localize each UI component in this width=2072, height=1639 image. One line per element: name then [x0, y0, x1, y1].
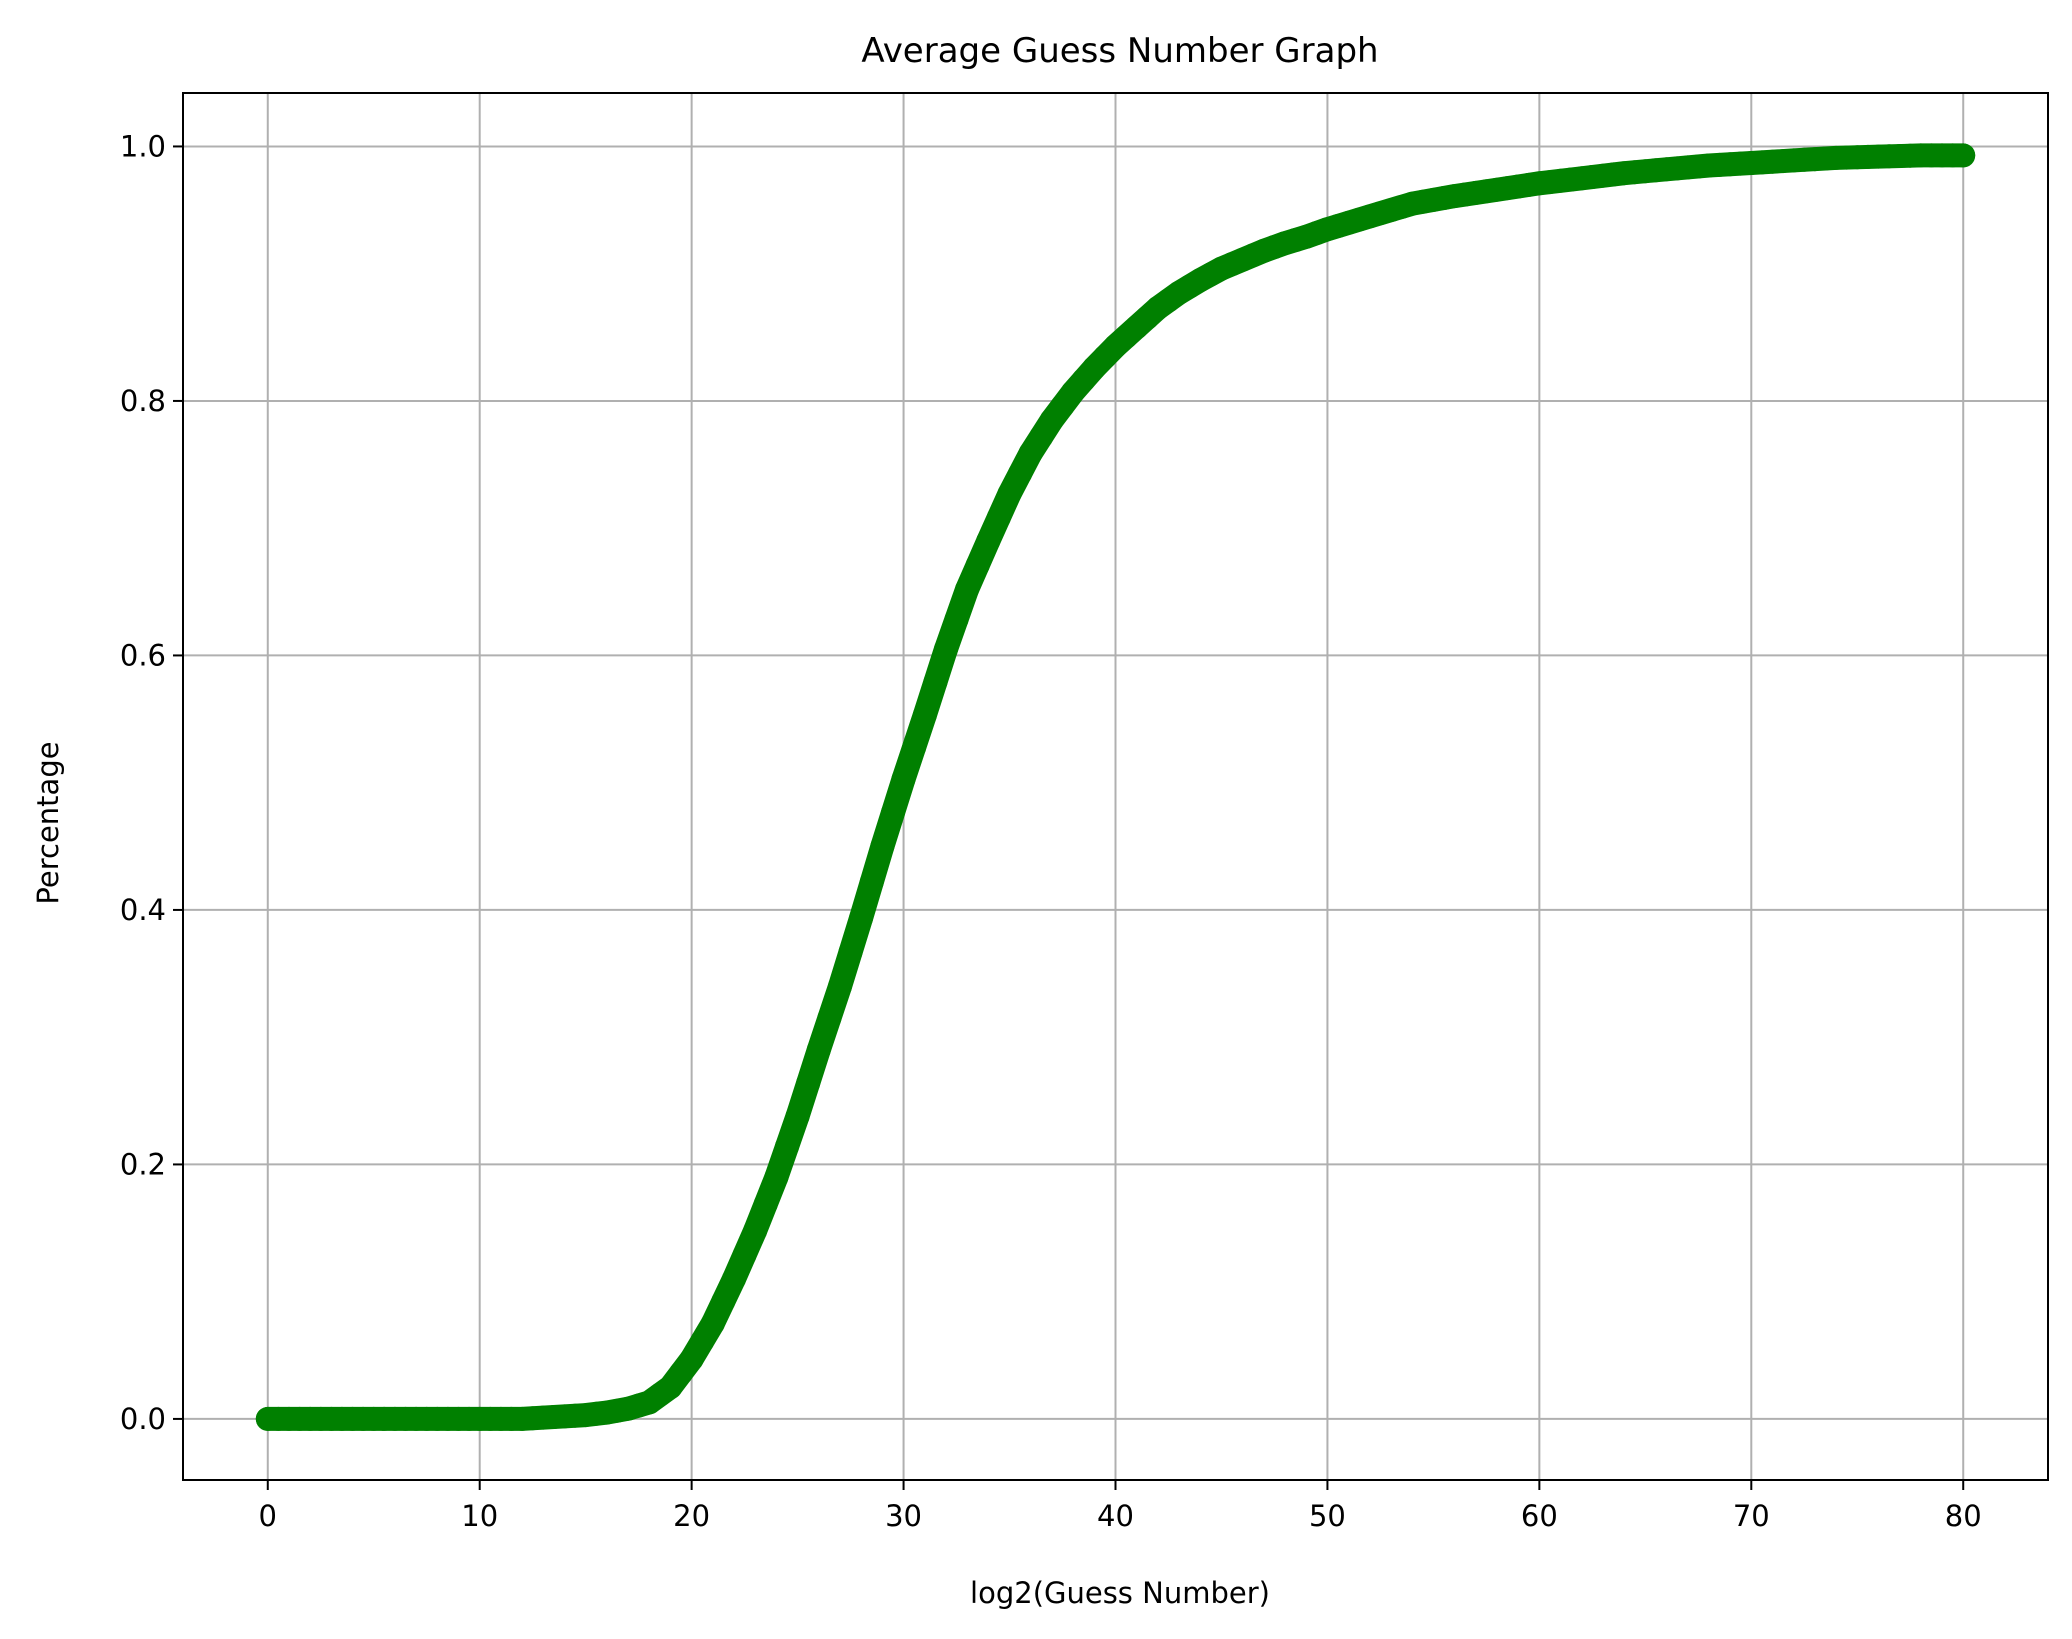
data-point	[912, 703, 937, 728]
data-point	[965, 553, 990, 578]
data-point	[891, 766, 916, 791]
data-point	[775, 1134, 799, 1159]
x-tick-label: 80	[1945, 1499, 1982, 1533]
grid-lines	[183, 93, 2048, 1480]
y-tick-label: 1.0	[120, 129, 166, 163]
data-point	[902, 735, 927, 760]
y-tick-label: 0.8	[120, 384, 166, 418]
x-tick-label: 50	[1309, 1499, 1346, 1533]
x-tick-label: 30	[885, 1499, 922, 1533]
y-tick-label: 0.2	[120, 1147, 166, 1181]
x-tick-label: 70	[1733, 1499, 1770, 1533]
data-series	[255, 143, 1976, 1431]
y-tick-label: 0.0	[120, 1402, 166, 1436]
chart-title: Average Guess Number Graph	[861, 31, 1378, 71]
data-point	[944, 607, 969, 632]
x-tick-label: 10	[461, 1499, 498, 1533]
data-point	[838, 939, 863, 964]
x-tick-label: 60	[1521, 1499, 1558, 1533]
data-point	[690, 1329, 715, 1354]
y-tick-label: 0.4	[120, 893, 166, 927]
data-point	[711, 1289, 736, 1314]
data-point	[976, 528, 1001, 553]
data-point	[753, 1191, 778, 1216]
data-point	[923, 670, 948, 695]
data-point	[796, 1071, 821, 1095]
data-point	[764, 1165, 789, 1190]
data-point	[743, 1218, 768, 1243]
data-point	[679, 1347, 704, 1372]
x-tick-label: 20	[673, 1499, 710, 1533]
x-axis-label: log2(Guess Number)	[970, 1576, 1270, 1610]
data-point	[732, 1242, 757, 1267]
data-point	[806, 1037, 831, 1062]
data-point	[828, 974, 852, 999]
data-point	[859, 869, 884, 894]
data-point	[934, 637, 958, 662]
data-point	[986, 505, 1011, 530]
data-point	[1951, 143, 1976, 168]
data-point	[849, 905, 874, 930]
data-point	[870, 834, 895, 859]
x-tick-label: 0	[259, 1499, 277, 1533]
data-point	[785, 1104, 810, 1129]
axis-ticks: 0 10 20 30 40 50 60 70 80 0.0 0.2 0.4 0.6 0.8 1.0	[120, 129, 1982, 1533]
data-point	[955, 577, 980, 602]
data-point	[1008, 461, 1033, 486]
data-point	[722, 1266, 746, 1291]
data-point	[700, 1311, 725, 1336]
x-tick-label: 40	[1097, 1499, 1134, 1533]
data-point	[997, 481, 1022, 506]
data-point	[881, 800, 905, 825]
y-tick-label: 0.6	[120, 638, 166, 672]
y-axis-label: Percentage	[31, 741, 65, 904]
data-point	[817, 1006, 842, 1031]
